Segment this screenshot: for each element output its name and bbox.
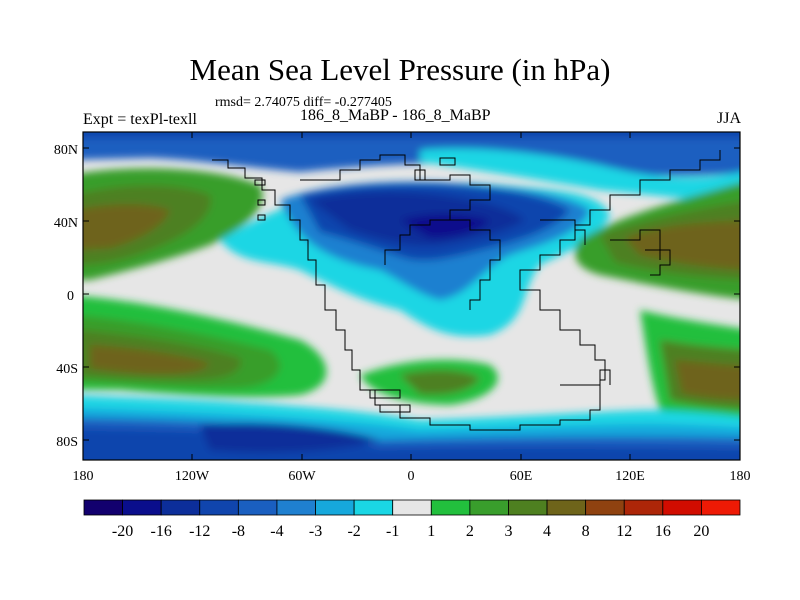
colorbar-swatch	[122, 499, 162, 516]
colorbar-label: -20	[112, 523, 133, 540]
colorbar-swatch	[160, 499, 201, 516]
lon-tick-120e: 120E	[615, 469, 645, 484]
experiment-label: Expt = texPl-texll	[83, 111, 197, 128]
colorbar-label: 16	[655, 523, 671, 540]
colorbar-swatch	[392, 499, 432, 516]
colorbar-label: 4	[543, 523, 551, 540]
lon-tick-180e: 180	[730, 469, 751, 484]
colorbar-swatch	[353, 499, 394, 516]
colorbar-swatch	[83, 499, 123, 516]
lat-tick-40s: 40S	[56, 362, 78, 377]
colorbar-swatch	[546, 499, 587, 516]
colorbar-swatch	[701, 499, 741, 516]
colorbar-label: 8	[582, 523, 590, 540]
colorbar-label: 2	[466, 523, 474, 540]
colorbar-label: -1	[386, 523, 399, 540]
colorbar-swatch	[585, 499, 625, 516]
colorbar-swatch	[430, 499, 471, 516]
colorbar-swatch	[276, 499, 316, 516]
lon-tick-0: 0	[408, 469, 415, 484]
lon-tick-120w: 120W	[175, 469, 210, 484]
season-label: JJA	[716, 110, 741, 127]
lon-tick-60w: 60W	[288, 469, 316, 484]
colorbar-swatch	[662, 499, 702, 516]
colorbar-swatch	[315, 499, 355, 516]
colorbar-label: -2	[347, 523, 360, 540]
tick-marks	[82, 132, 741, 460]
pressure-field	[83, 132, 740, 460]
colorbar-label: -4	[270, 523, 283, 540]
lat-tick-80s: 80S	[56, 435, 78, 450]
lat-tick-80n: 80N	[54, 143, 78, 158]
chart-title: Mean Sea Level Pressure (in hPa)	[189, 52, 611, 87]
lat-tick-labels: 80N 40N 0 40S 80S	[54, 143, 78, 450]
lat-tick-0: 0	[67, 289, 74, 304]
colorbar-label: -16	[151, 523, 172, 540]
lat-tick-40n: 40N	[54, 216, 78, 231]
stats-label: rmsd= 2.74075 diff= -0.277405	[215, 95, 392, 110]
lon-tick-60e: 60E	[510, 469, 533, 484]
coastline	[212, 150, 721, 431]
colorbar-label: 3	[504, 523, 512, 540]
colorbar-label: 1	[427, 523, 435, 540]
colorbar: -20 -16 -12 -8 -4 -3 -2 -1 1 2 3 4 8 12 16 20	[83, 499, 741, 540]
colorbar-label: 20	[693, 523, 709, 540]
colorbar-label: -3	[309, 523, 322, 540]
colorbar-label: 12	[616, 523, 632, 540]
lon-tick-labels: 180 120W 60W 0 60E 120E 180	[73, 469, 751, 484]
colorbar-label: -8	[232, 523, 245, 540]
colorbar-swatch	[508, 499, 548, 516]
colorbar-label: -12	[189, 523, 210, 540]
colorbar-swatch	[237, 499, 278, 516]
period-label: 186_8_MaBP - 186_8_MaBP	[300, 107, 491, 124]
colorbar-swatch	[623, 499, 664, 516]
lon-tick-180w: 180	[73, 469, 94, 484]
colorbar-swatch	[469, 499, 509, 516]
colorbar-swatch	[199, 499, 239, 516]
